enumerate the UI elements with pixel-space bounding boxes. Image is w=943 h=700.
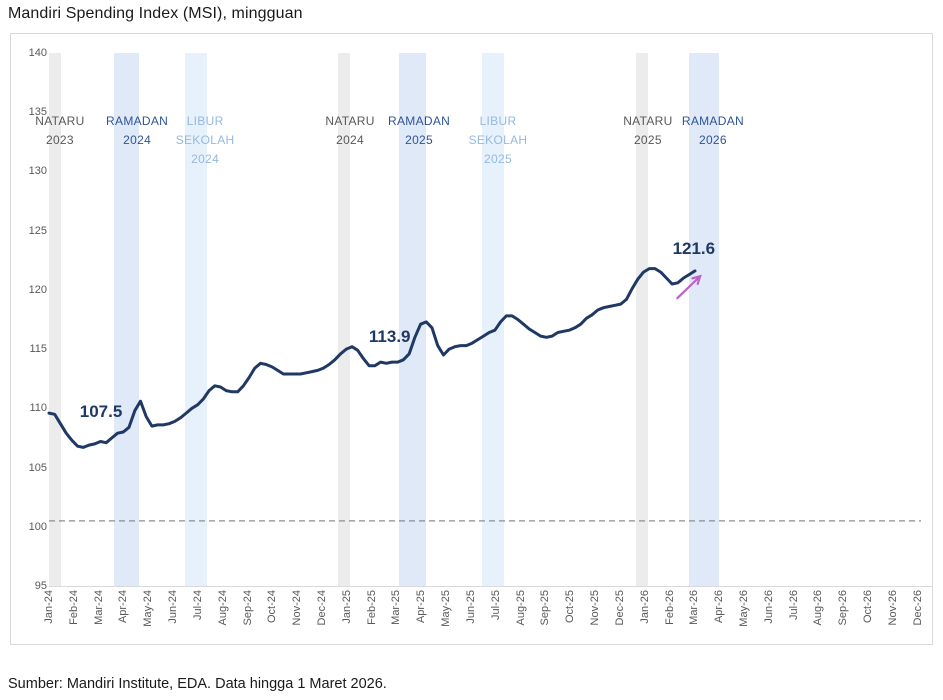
x-tick-label-Jan-25: Jan-25 xyxy=(340,590,353,624)
x-tick-label-Sep-25: Sep-25 xyxy=(539,590,552,626)
event-label-ramadan-2026: RAMADAN 2026 xyxy=(681,114,744,147)
x-tick-label-Dec-24: Dec-24 xyxy=(316,590,329,626)
y-tick-label-115: 115 xyxy=(29,343,47,356)
event-band-libur-2024 xyxy=(185,53,208,586)
y-tick-label-140: 140 xyxy=(28,47,47,59)
x-tick-label-Oct-25: Oct-25 xyxy=(564,590,577,624)
x-tick-label-Mar-25: Mar-25 xyxy=(390,590,403,625)
x-tick-label-Apr-24: Apr-24 xyxy=(117,590,130,624)
x-tick-label-Apr-25: Apr-25 xyxy=(415,590,428,624)
x-tick-label-Oct-24: Oct-24 xyxy=(266,590,279,624)
x-tick-label-Dec-25: Dec-25 xyxy=(613,590,626,626)
y-tick-label-100: 100 xyxy=(28,520,47,533)
x-tick-label-Jun-25: Jun-25 xyxy=(464,590,477,624)
x-tick-label-Aug-24: Aug-24 xyxy=(216,590,229,626)
x-tick-label-Nov-25: Nov-25 xyxy=(589,590,602,626)
event-band-nataru-2023 xyxy=(49,53,61,586)
x-tick-label-Aug-25: Aug-25 xyxy=(514,590,527,626)
y-tick-label-125: 125 xyxy=(28,224,47,237)
event-label-libur-2025: LIBUR SEKOLAH 2025 xyxy=(468,114,528,166)
event-band-libur-2025 xyxy=(482,53,504,586)
event-label-nataru-2023: NATARU 2023 xyxy=(35,114,85,147)
y-tick-label-105: 105 xyxy=(28,461,47,474)
x-tick-label-Nov-24: Nov-24 xyxy=(291,590,304,626)
line-plot-svg xyxy=(47,267,921,522)
x-tick-label-Feb-25: Feb-25 xyxy=(365,590,378,625)
y-tick-label-135: 135 xyxy=(28,106,47,119)
msi-line-series xyxy=(47,267,697,449)
x-tick-label-Oct-26: Oct-26 xyxy=(862,590,875,624)
event-band-ramadan-2025 xyxy=(398,53,426,586)
event-label-libur-2024: LIBUR SEKOLAH 2024 xyxy=(175,114,235,166)
y-tick-label-110: 110 xyxy=(29,402,47,415)
x-tick-label-Jul-24: Jul-24 xyxy=(191,590,204,620)
x-tick-label-Jul-25: Jul-25 xyxy=(489,590,502,620)
event-band-ramadan-2024 xyxy=(114,53,140,586)
y-tick-label-95: 95 xyxy=(34,580,47,592)
x-tick-label-Sep-26: Sep-26 xyxy=(837,590,850,626)
x-tick-label-Mar-26: Mar-26 xyxy=(688,590,701,625)
x-tick-label-May-24: May-24 xyxy=(142,590,155,627)
x-tick-label-Aug-26: Aug-26 xyxy=(812,590,825,626)
event-band-ramadan-2026 xyxy=(689,53,720,586)
x-tick-label-Sep-24: Sep-24 xyxy=(241,590,254,626)
event-band-nataru-2025 xyxy=(635,53,648,586)
event-label-nataru-2024: NATARU 2024 xyxy=(325,114,375,147)
x-tick-label-May-26: May-26 xyxy=(737,590,750,627)
trend-arrow xyxy=(676,274,702,300)
event-label-ramadan-2025: RAMADAN 2025 xyxy=(388,114,451,147)
x-tick-label-Nov-26: Nov-26 xyxy=(886,590,899,626)
event-label-nataru-2025: NATARU 2025 xyxy=(623,114,673,147)
y-tick-label-120: 120 xyxy=(28,283,47,296)
x-tick-label-Feb-26: Feb-26 xyxy=(663,590,676,625)
chart-title: Mandiri Spending Index (MSI), mingguan xyxy=(8,5,303,22)
value-annotation-121.6: 121.6 xyxy=(672,239,716,259)
x-tick-label-Dec-26: Dec-26 xyxy=(911,590,924,626)
chart-frame: NATARU 2023 RAMADAN 2024 LIBUR SEKOLAH 202… xyxy=(10,33,933,645)
x-tick-label-May-25: May-25 xyxy=(440,590,453,627)
x-tick-label-Jun-26: Jun-26 xyxy=(762,590,775,624)
event-band-nataru-2024 xyxy=(337,53,351,586)
x-axis-line xyxy=(49,586,933,587)
source-note: Sumber: Mandiri Institute, EDA. Data hin… xyxy=(8,676,387,692)
x-tick-label-Feb-24: Feb-24 xyxy=(67,590,80,625)
x-tick-label-Jul-26: Jul-26 xyxy=(787,590,800,620)
x-tick-label-Mar-24: Mar-24 xyxy=(92,590,105,625)
value-annotation-107.5: 107.5 xyxy=(79,401,123,421)
value-annotation-113.9: 113.9 xyxy=(368,327,411,347)
x-tick-label-Jun-24: Jun-24 xyxy=(167,590,180,624)
y-tick-label-130: 130 xyxy=(28,165,47,178)
x-tick-label-Jan-26: Jan-26 xyxy=(638,590,651,624)
x-tick-label-Jan-24: Jan-24 xyxy=(43,590,55,624)
event-label-ramadan-2024: RAMADAN 2024 xyxy=(106,114,169,147)
x-tick-label-Apr-26: Apr-26 xyxy=(713,590,726,624)
